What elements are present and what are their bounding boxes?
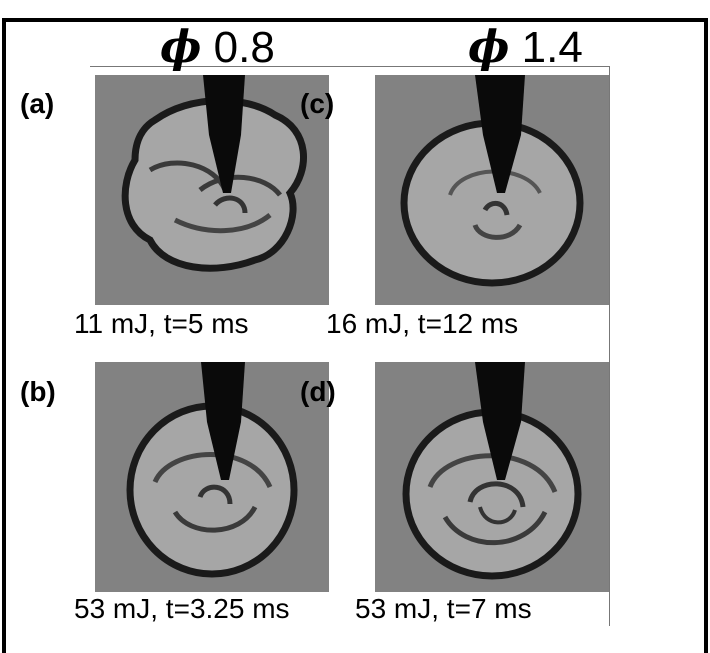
frame-left-border — [2, 18, 6, 653]
panel-c-image — [375, 75, 609, 305]
flame-kernel-image — [95, 75, 329, 305]
frame-top-border — [2, 18, 708, 22]
panel-a-caption: 11 mJ, t=5 ms — [74, 308, 249, 339]
column-title-phi-1-4: ϕ 1.4 — [468, 22, 583, 73]
panel-c-label: (c) — [300, 88, 335, 119]
phi-value: 0.8 — [213, 23, 275, 72]
phi-symbol: ϕ — [468, 22, 510, 73]
panel-c-caption: 16 mJ, t=12 ms — [326, 308, 519, 339]
column-header-rule — [90, 66, 610, 67]
panel-b-image — [95, 362, 329, 592]
panel-b-label: (b) — [20, 376, 56, 407]
phi-value: 1.4 — [521, 23, 583, 72]
column-title-phi-0-8: ϕ 0.8 — [160, 22, 275, 73]
panel-d-label: (d) — [300, 376, 336, 407]
phi-symbol: ϕ — [160, 22, 202, 73]
panel-b-caption: 53 mJ, t=3.25 ms — [74, 593, 290, 624]
flame-kernel-image — [375, 362, 609, 592]
column-right-rule — [609, 66, 610, 626]
panel-d-image — [375, 362, 609, 592]
panel-a-image — [95, 75, 329, 305]
panel-d-caption: 53 mJ, t=7 ms — [355, 593, 532, 624]
flame-kernel-image — [375, 75, 609, 305]
frame-right-border — [704, 18, 708, 653]
flame-kernel-image — [95, 362, 329, 592]
panel-a-label: (a) — [20, 88, 55, 119]
